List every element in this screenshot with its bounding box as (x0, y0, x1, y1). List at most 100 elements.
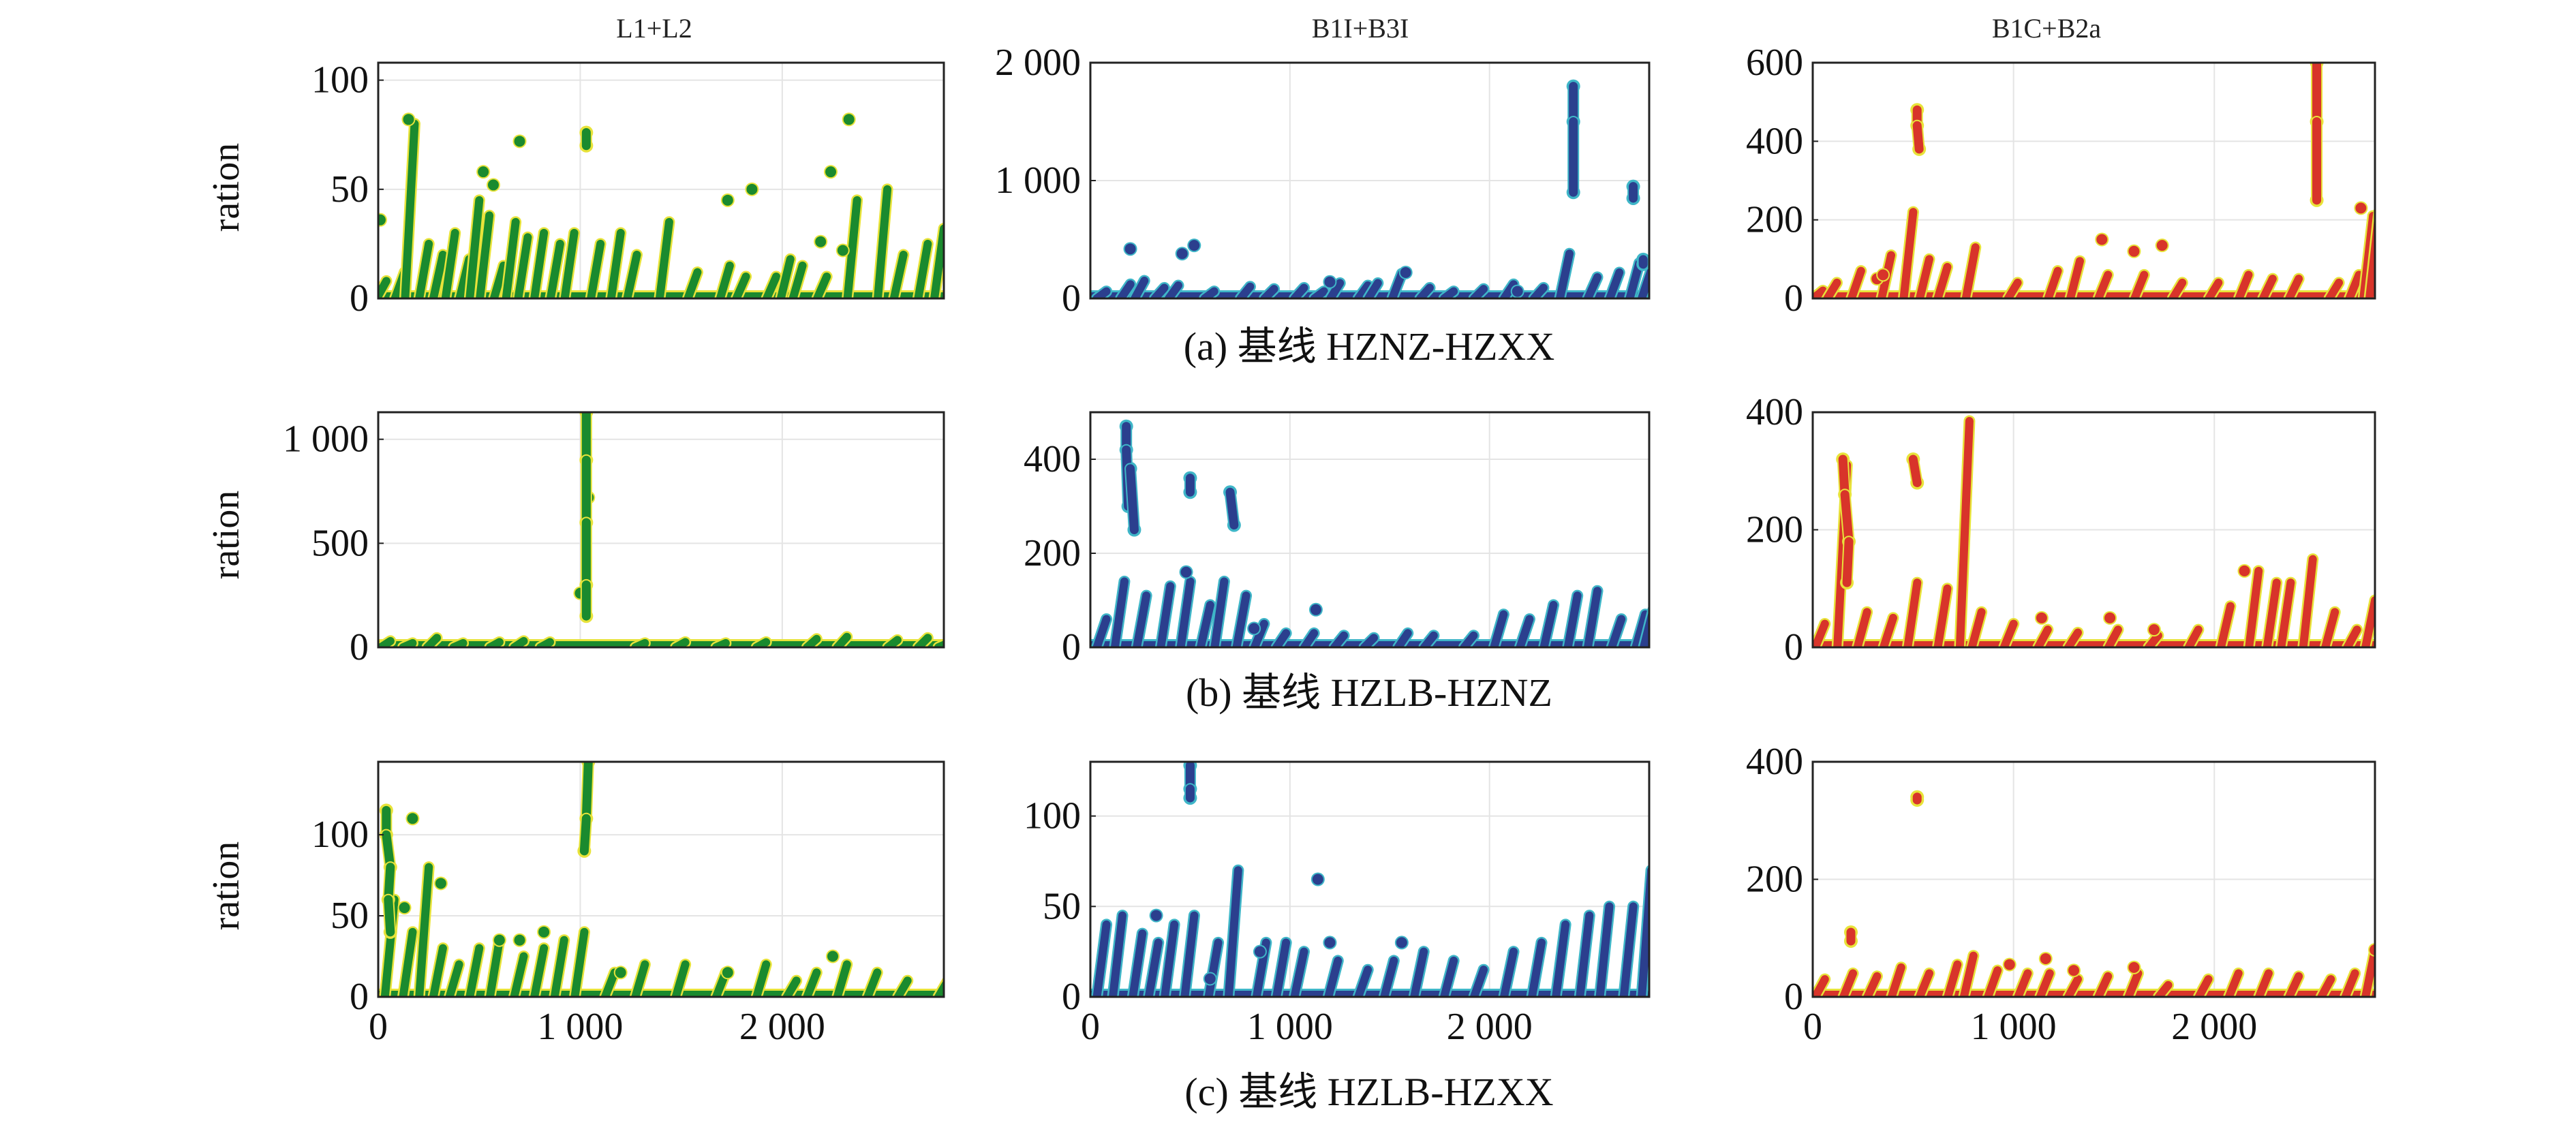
panel-r2-c0-cluster-13 (579, 814, 591, 856)
panel-r1-c1-spike-9 (1272, 629, 1291, 647)
panel-r2-c1-spike-13 (1380, 956, 1398, 997)
panel-r1-c1-spike-2 (1133, 591, 1151, 647)
panel-r0-c2-spike-7 (1961, 243, 1980, 298)
panel-r0-c1-spike-0 (1092, 287, 1111, 298)
panel-r0-c1-spike-7 (1260, 285, 1278, 298)
panel-r2-c1-spike-2 (1129, 929, 1147, 997)
panel-r0-c0-ytick-label-1: 50 (331, 168, 369, 211)
panel-r2-c0-spike-3 (429, 944, 447, 997)
panel-r1-c0-ytick-label-1: 500 (311, 522, 369, 564)
panel-r1-c1-spike-22 (1631, 610, 1649, 647)
panel-r0-c1-spike-18 (1529, 283, 1548, 298)
panel-r0-c1-spike-14 (1416, 283, 1434, 298)
panel-r2-c0-point-14 (615, 967, 626, 978)
panel-r1-c1-ytick-label-1: 200 (1024, 532, 1081, 574)
panel-r0-c0-spike-26 (843, 196, 861, 298)
panel-r0-c0-spike-20 (716, 261, 734, 298)
panel-r0-c0-spike-15 (587, 239, 605, 298)
panel-r0-c0: 0 50 100 (311, 59, 945, 320)
panel-r1-c1-ytick-label-2: 400 (1024, 438, 1081, 480)
panel-r1-c2-point-9 (2148, 624, 2160, 636)
panel-r1-c1-spike-8 (1250, 619, 1268, 647)
panel-r2-c1-point-6 (1150, 910, 1162, 921)
panel-r1-c2-spike-13 (2184, 626, 2203, 647)
panel-r2-c2-point-8 (2370, 944, 2375, 955)
panel-r2-c0-spike-6 (485, 936, 504, 997)
panel-r1-c0-spike-5 (510, 636, 528, 647)
panel-r0-c1-point-4 (1400, 266, 1411, 278)
panel-r0-c1-spike-2 (1131, 277, 1149, 298)
panel-r0-c0-point-9 (815, 236, 827, 247)
panel-r1-c2-spike-0 (1813, 619, 1829, 647)
panel-r0-c2-spike-11 (2094, 271, 2113, 298)
panel-r1-c2-cluster-5 (1908, 454, 1922, 487)
panel-r2-c2-ytick-label-1: 200 (1746, 859, 1803, 901)
panel-r1-c1-point-9 (1310, 604, 1321, 615)
panel-r2-c1-ytick-label-0: 0 (1062, 976, 1081, 1018)
panel-r0-c0-spike-14 (560, 228, 579, 298)
panel-r0-c1-spike-21 (1606, 268, 1624, 298)
panel-r2-c0-spike-1 (399, 927, 417, 997)
panel-r1-c2-spike-20 (2343, 626, 2361, 647)
panel-r0-c0-spike-30 (930, 224, 944, 298)
panel-r1-c0-spike-14 (914, 634, 932, 647)
panel-r0-c0-spike-3 (415, 239, 433, 298)
panel-r1-c1-cluster-4 (1126, 464, 1139, 534)
panel-r0-c1-spike-8 (1290, 283, 1308, 298)
panel-r2-c2-spike-1 (1839, 969, 1858, 997)
panel-r2-c2-point-7 (2068, 965, 2080, 976)
panel-r2-c1-series (1090, 762, 1649, 997)
panel-r0-c2-point-1 (1877, 269, 1889, 281)
panel-r2-c0-spike-17 (803, 968, 821, 997)
panel-r0-c2-spike-5 (1916, 255, 1933, 298)
panel-r2-c0-xtick-label-0: 0 (369, 1006, 388, 1048)
panel-r2-c0-xtick-label-2: 2 000 (739, 1006, 825, 1048)
panel-r0-c2-point-11 (2355, 202, 2367, 214)
panel-r0-c0-spike-5 (441, 228, 459, 298)
panel-r0-c1-spike-16 (1470, 285, 1488, 298)
panel-r0-c0-spike-22 (763, 272, 781, 298)
panel-r0-c2-ytick-label-1: 200 (1746, 199, 1803, 241)
panel-r0-c2-ytick-label-0: 0 (1784, 277, 1803, 320)
panel-r1-c2-point-6 (2036, 612, 2047, 623)
caption-c: (c) 基线 HZLB-HZXX (1184, 1070, 1553, 1114)
panel-r0-c0-spike-16 (607, 228, 625, 298)
panel-r0-c2-spike-0 (1813, 286, 1827, 298)
panel-r2-c2-spike-10 (2064, 975, 2083, 997)
panel-r0-c2-spike-8 (2004, 278, 2022, 298)
panel-r0-c1-spike-17 (1500, 280, 1518, 298)
panel-r1-c2-spike-9 (2034, 626, 2052, 647)
panel-r2-c1-spike-7 (1224, 866, 1242, 997)
panel-r2-c1-xtick-label-1: 1 000 (1247, 1006, 1333, 1048)
panel-r2-c0-spike-18 (833, 960, 851, 997)
panel-r2-c1-xtick-label-2: 2 000 (1447, 1006, 1533, 1048)
panel-r0-c0-spike-28 (889, 250, 908, 298)
panel-r1-c2-spike-4 (1903, 578, 1922, 647)
panel-r1-c2-spike-19 (2321, 608, 2340, 647)
panel-r0-c2-ytick-label-2: 400 (1746, 120, 1803, 162)
panel-r2-c0-spike-19 (863, 968, 882, 997)
panel-r1-c0-spike-13 (883, 636, 902, 647)
panel-r1-c1-spike-12 (1360, 634, 1378, 647)
panel-r0-c2-ytick-label-3: 600 (1746, 42, 1803, 84)
panel-r2-c0-spike-20 (893, 976, 912, 997)
caption-b: (b) 基线 HZLB-HZNZ (1186, 670, 1552, 715)
panel-r0-c1: 0 1 000 2 000 (995, 42, 1651, 320)
panel-r1-c2-cluster-1 (1838, 454, 1850, 499)
panel-r1-c2-ytick-label-0: 0 (1784, 626, 1803, 668)
panel-r0-c1-spike-13 (1388, 269, 1406, 298)
panel-r1-c2-spike-15 (2245, 566, 2263, 647)
panel-r1-c1-spike-16 (1490, 610, 1508, 647)
panel-r2-c0-axes-frame (377, 760, 945, 998)
panel-r0-c2-spike-2 (1847, 266, 1865, 298)
panel-r0-c0-series (378, 112, 944, 298)
panel-r1-c0-ytick-label-0: 0 (350, 626, 369, 668)
panel-r1-c2-spike-7 (1967, 608, 1986, 647)
panel-r2-c0-spike-5 (465, 944, 484, 997)
panel-r2-c2-spike-6 (1959, 951, 1978, 997)
panel-r2-c2-series (1813, 790, 2375, 997)
panel-r2-c2-xtick-label-2: 2 000 (2171, 1006, 2257, 1048)
panel-r2-c1-spike-16 (1470, 966, 1488, 997)
panel-r2-c0-point-15 (722, 967, 733, 978)
